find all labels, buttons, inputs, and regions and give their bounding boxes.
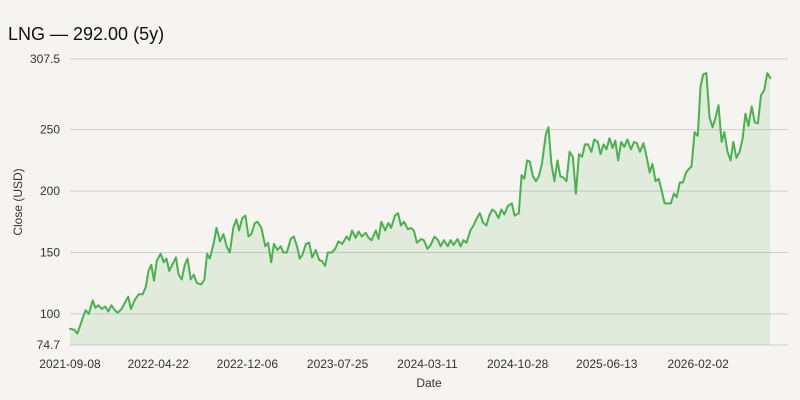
y-tick-label: 100 (40, 307, 60, 321)
x-tick-label: 2026-02-02 (667, 357, 729, 371)
axis-layer: 74.7 100 150 200 250 307.5 2021-09-08 2022-04-2… (11, 52, 729, 390)
area-layer (69, 72, 772, 345)
x-tick-label: 2021-09-08 (39, 357, 101, 371)
x-tick-label: 2022-12-06 (217, 357, 279, 371)
x-tick-label: 2022-04-22 (128, 357, 190, 371)
grid-layer (70, 58, 788, 346)
series-line (69, 72, 772, 335)
y-axis-title: Close (USD) (11, 168, 25, 235)
x-tick-label: 2023-07-25 (307, 357, 369, 371)
y-tick-label: 200 (40, 184, 60, 198)
series-area-fill (70, 73, 771, 345)
x-tick-label: 2025-06-13 (576, 357, 638, 371)
y-tick-label: 307.5 (30, 52, 60, 66)
y-tick-label: 250 (40, 123, 60, 137)
chart-title: LNG — 292.00 (5y) (8, 24, 165, 44)
x-axis-title: Date (416, 376, 442, 390)
x-tick-label: 2024-10-28 (487, 357, 549, 371)
y-tick-label: 150 (40, 245, 60, 259)
y-tick-label: 74.7 (37, 338, 61, 352)
x-tick-label: 2024-03-11 (397, 357, 458, 371)
